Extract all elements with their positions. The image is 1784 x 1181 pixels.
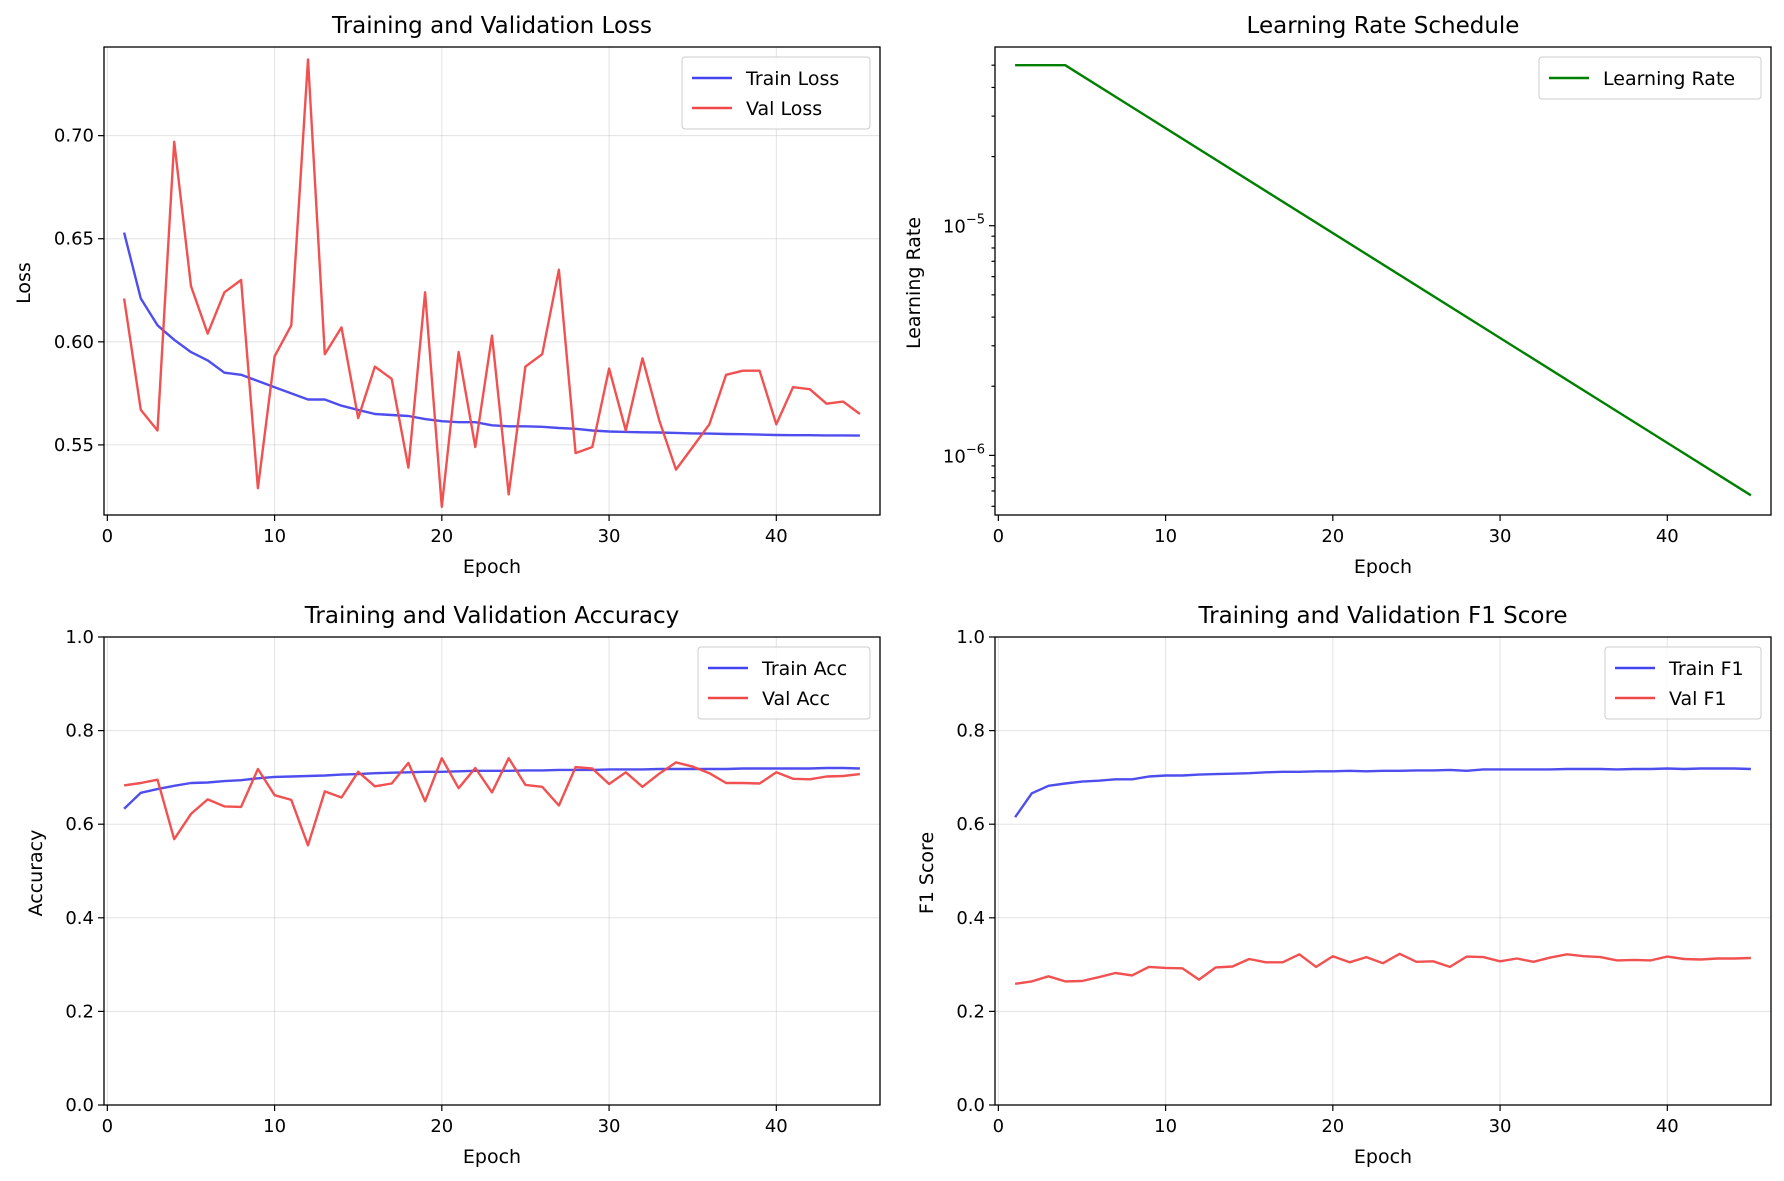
f1-legend-box [1604,646,1762,720]
acc-x-tick-label: 10 [263,1116,286,1137]
acc-y-axis-label: Accuracy [25,830,47,917]
f1-y-tick-label: 0.4 [956,908,985,929]
acc-legend: Train Acc Val Acc [697,646,871,720]
lr-y-axis-label: Learning Rate [903,217,925,349]
lr-y-tick-base: 10 [943,446,966,467]
loss-series-0-line [122,232,860,437]
loss-y-tick-label: 0.70 [54,126,94,147]
f1-x-tick-label: 30 [1489,1116,1512,1137]
loss-plot-frame [103,46,881,516]
lr-panel: Learning Rate Schedule Epoch Learning Ra… [903,13,1772,578]
acc-x-tick-label: 30 [598,1116,621,1137]
lr-legend-box [1538,56,1762,100]
acc-series-0-line [123,766,860,810]
f1-series-1-line [1014,952,1751,985]
f1-x-tick-label: 40 [1656,1116,1679,1137]
loss-panel: Training and Validation Loss Epoch Loss … [13,13,881,578]
acc-series-1-line [123,757,861,847]
acc-chart-title: Training and Validation Accuracy [304,603,680,629]
lr-legend-label-0: Learning Rate [1603,68,1735,90]
lr-series-0-line [1015,63,1752,497]
loss-y-axis-label: Loss [13,262,35,304]
lr-x-tick-label: 20 [1321,526,1344,547]
loss-legend: Train Loss Val Loss [681,56,871,130]
loss-chart-title: Training and Validation Loss [331,13,652,39]
f1-y-tick-label: 0.6 [956,814,985,835]
f1-series-0-line [1014,767,1751,818]
f1-y-tick-label: 0.2 [956,1001,985,1022]
f1-x-axis-label: Epoch [1354,1146,1412,1168]
acc-x-tick-label: 0 [102,1116,113,1137]
lr-legend: Learning Rate [1538,56,1762,100]
f1-y-axis-label: F1 Score [916,832,938,914]
loss-x-tick-label: 40 [765,526,788,547]
acc-y-tick-label: 0.4 [65,908,94,929]
f1-legend-label-1: Val F1 [1669,688,1727,710]
loss-x-tick-label: 30 [598,526,621,547]
lr-y-tick-exponent: −5 [966,213,985,228]
lr-x-tick-label: 30 [1489,526,1512,547]
loss-legend-box [681,56,871,130]
lr-y-tick-exponent: −6 [966,442,985,457]
f1-y-tick-label: 0.8 [956,721,985,742]
lr-chart-title: Learning Rate Schedule [1247,13,1520,39]
acc-plot-frame [103,636,881,1106]
acc-y-tick-label: 0.0 [65,1095,94,1116]
acc-y-tick-label: 1.0 [65,627,94,648]
f1-chart-title: Training and Validation F1 Score [1197,603,1567,629]
loss-y-tick-label: 0.55 [54,435,94,456]
acc-y-tick-label: 0.8 [65,721,94,742]
lr-y-tick-base: 10 [943,217,966,238]
lr-x-tick-label: 40 [1656,526,1679,547]
acc-legend-label-0: Train Acc [761,658,847,680]
acc-legend-label-1: Val Acc [762,688,830,710]
f1-legend-label-0: Train F1 [1668,658,1744,680]
acc-x-tick-label: 20 [430,1116,453,1137]
f1-panel: Training and Validation F1 Score Epoch F… [916,603,1772,1168]
acc-y-tick-label: 0.6 [65,814,94,835]
f1-plot-frame [994,636,1772,1106]
f1-x-tick-label: 0 [993,1116,1004,1137]
f1-legend: Train F1 Val F1 [1604,646,1762,720]
loss-series-1-line [122,58,861,508]
lr-y-tick-label: 10−6 [943,442,985,467]
acc-legend-box [697,646,871,720]
lr-y-tick-label: 10−5 [943,213,985,238]
loss-x-tick-label: 10 [263,526,286,547]
acc-y-tick-label: 0.2 [65,1001,94,1022]
loss-y-tick-label: 0.60 [54,332,94,353]
loss-y-tick-label: 0.65 [54,229,94,250]
f1-y-tick-label: 1.0 [956,627,985,648]
loss-x-tick-label: 0 [102,526,113,547]
acc-x-axis-label: Epoch [463,1146,521,1168]
lr-x-axis-label: Epoch [1354,556,1412,578]
loss-legend-label-1: Val Loss [746,98,822,120]
loss-x-tick-label: 20 [430,526,453,547]
lr-x-tick-label: 0 [993,526,1004,547]
f1-x-tick-label: 10 [1154,1116,1177,1137]
f1-x-tick-label: 20 [1321,1116,1344,1137]
acc-panel: Training and Validation Accuracy Epoch A… [25,603,881,1168]
loss-legend-label-0: Train Loss [745,68,839,90]
lr-x-tick-label: 10 [1154,526,1177,547]
loss-x-axis-label: Epoch [463,556,521,578]
lr-plot-frame [994,46,1772,516]
f1-y-tick-label: 0.0 [956,1095,985,1116]
acc-x-tick-label: 40 [765,1116,788,1137]
